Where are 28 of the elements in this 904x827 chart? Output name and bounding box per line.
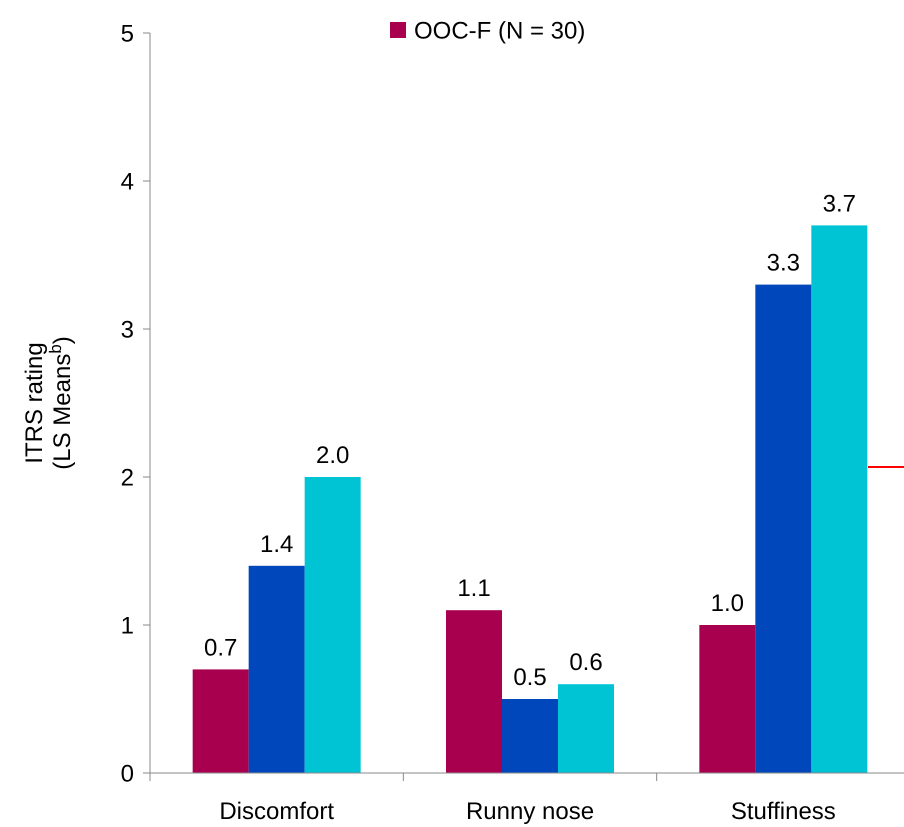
y-tick-label: 4 xyxy=(120,168,134,196)
bar xyxy=(811,225,868,773)
bar xyxy=(248,566,305,773)
data-label: 2.0 xyxy=(316,442,350,469)
bar xyxy=(558,684,614,773)
x-tick-label: Discomfort xyxy=(219,798,334,825)
bar xyxy=(192,669,249,773)
x-tick-label: Runny nose xyxy=(466,798,594,825)
bar xyxy=(502,699,558,773)
y-tick-label: 0 xyxy=(120,760,134,788)
y-tick-label: 5 xyxy=(120,20,134,48)
bar xyxy=(699,625,756,773)
data-label: 1.4 xyxy=(260,530,294,558)
y-tick-label: 1 xyxy=(120,612,134,640)
data-label: 1.1 xyxy=(457,575,491,602)
y-tick-label: 2 xyxy=(120,464,134,492)
data-label: 0.5 xyxy=(513,664,547,691)
bar xyxy=(446,610,502,773)
legend-label: OOC-F (N = 30) xyxy=(414,17,586,44)
bar xyxy=(755,284,812,773)
data-label: 1.0 xyxy=(710,590,744,617)
data-label: 0.7 xyxy=(204,634,238,662)
y-tick-label: 3 xyxy=(120,316,134,344)
data-label: 0.6 xyxy=(569,649,603,676)
x-tick-label: Stuffiness xyxy=(730,798,836,825)
bar xyxy=(304,477,361,773)
data-label: 3.3 xyxy=(766,250,800,277)
data-label: 3.7 xyxy=(822,190,856,218)
